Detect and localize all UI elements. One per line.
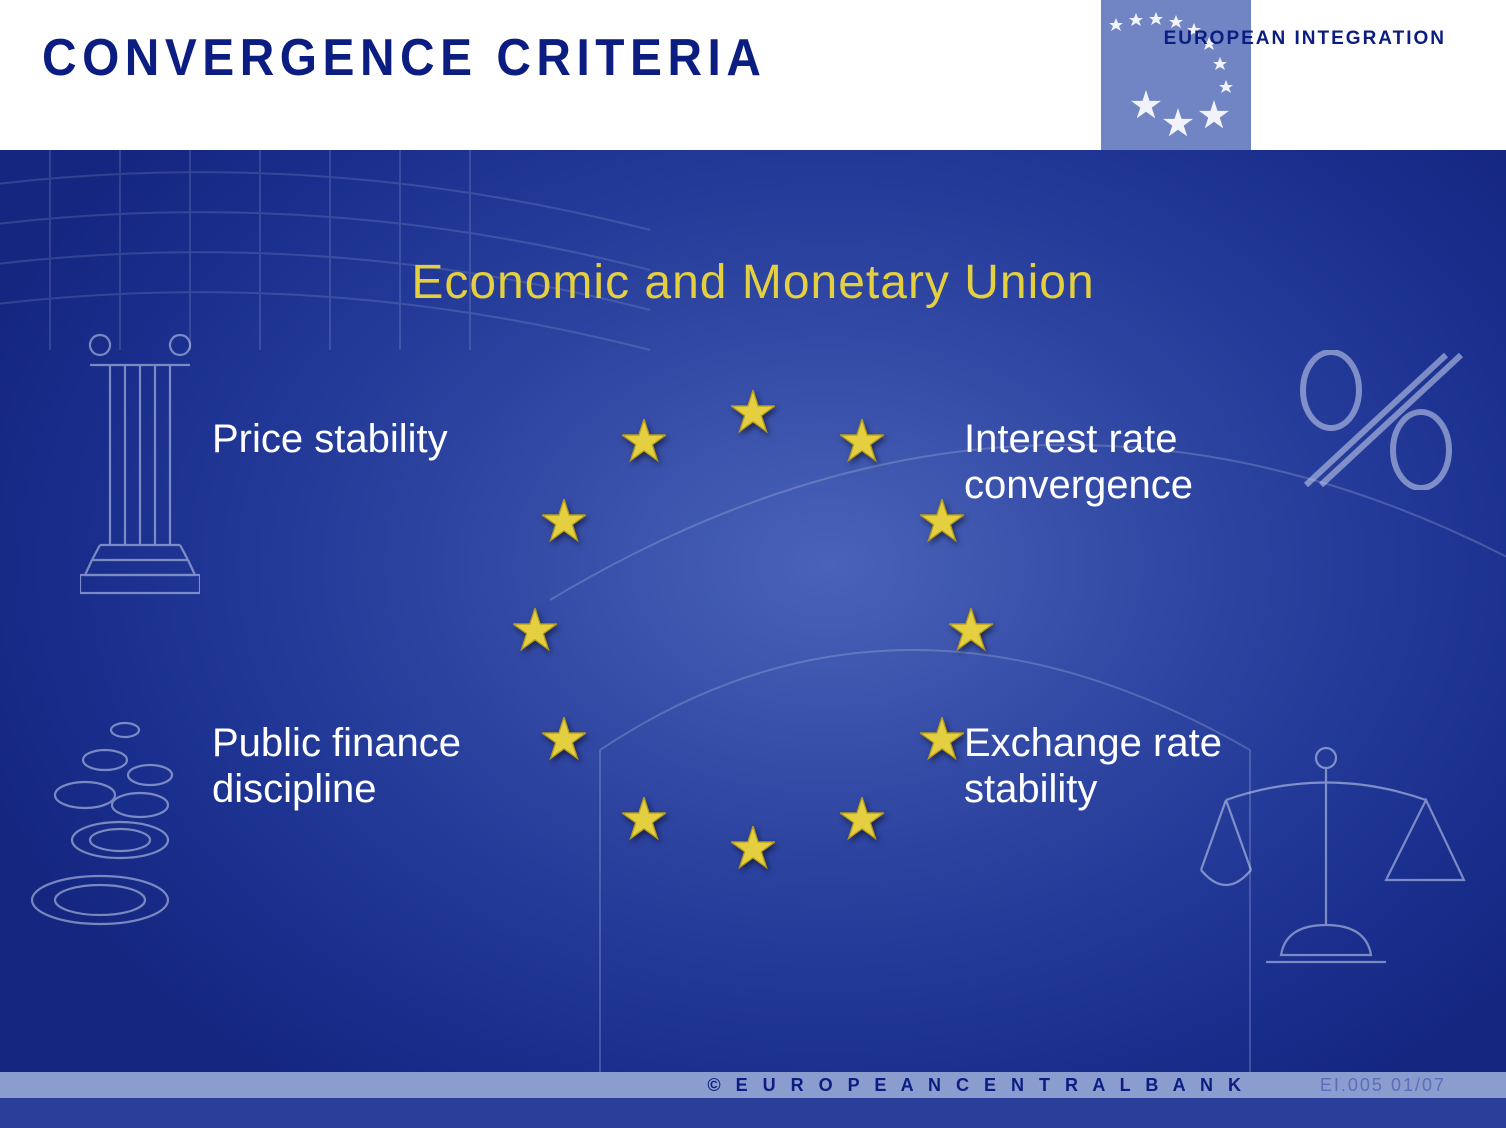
criterion-public-finance: Public finance discipline	[212, 720, 461, 812]
eu-star-icon	[920, 499, 964, 543]
page-title: CONVERGENCE CRITERIA	[42, 28, 766, 88]
percent-icon	[1286, 350, 1466, 490]
eu-star-icon	[542, 717, 586, 761]
header-stars-icon	[1101, 0, 1251, 150]
eu-star-icon	[920, 717, 964, 761]
eu-star-icon	[840, 797, 884, 841]
eu-star-icon	[513, 608, 557, 652]
eu-star-icon	[840, 419, 884, 463]
eu-star-icon	[622, 797, 666, 841]
criterion-interest-rate: Interest rate convergence	[964, 416, 1193, 508]
subtitle: Economic and Monetary Union	[0, 255, 1506, 310]
header-right-label: EUROPEAN INTEGRATION	[1164, 28, 1446, 50]
eu-star-icon	[542, 499, 586, 543]
eu-star-icon	[949, 608, 993, 652]
header-stars-box	[1101, 0, 1251, 150]
footer-bar: © E U R O P E A N C E N T R A L B A N K …	[0, 1072, 1506, 1098]
footer-code-label: EI.005 01/07	[1320, 1075, 1446, 1096]
footer-bank-label: © E U R O P E A N C E N T R A L B A N K	[707, 1075, 1246, 1096]
column-icon	[80, 330, 200, 600]
eu-star-icon	[731, 390, 775, 434]
scales-icon	[1186, 740, 1466, 970]
eu-star-icon	[731, 826, 775, 870]
main-panel: Economic and Monetary Union Price stabil…	[0, 150, 1506, 1072]
footer-under-bar	[0, 1098, 1506, 1128]
eu-star-icon	[622, 419, 666, 463]
criterion-price-stability: Price stability	[212, 416, 448, 462]
coins-icon	[30, 690, 230, 950]
criterion-exchange-rate: Exchange rate stability	[964, 720, 1222, 812]
header: CONVERGENCE CRITERIA	[0, 0, 1506, 150]
